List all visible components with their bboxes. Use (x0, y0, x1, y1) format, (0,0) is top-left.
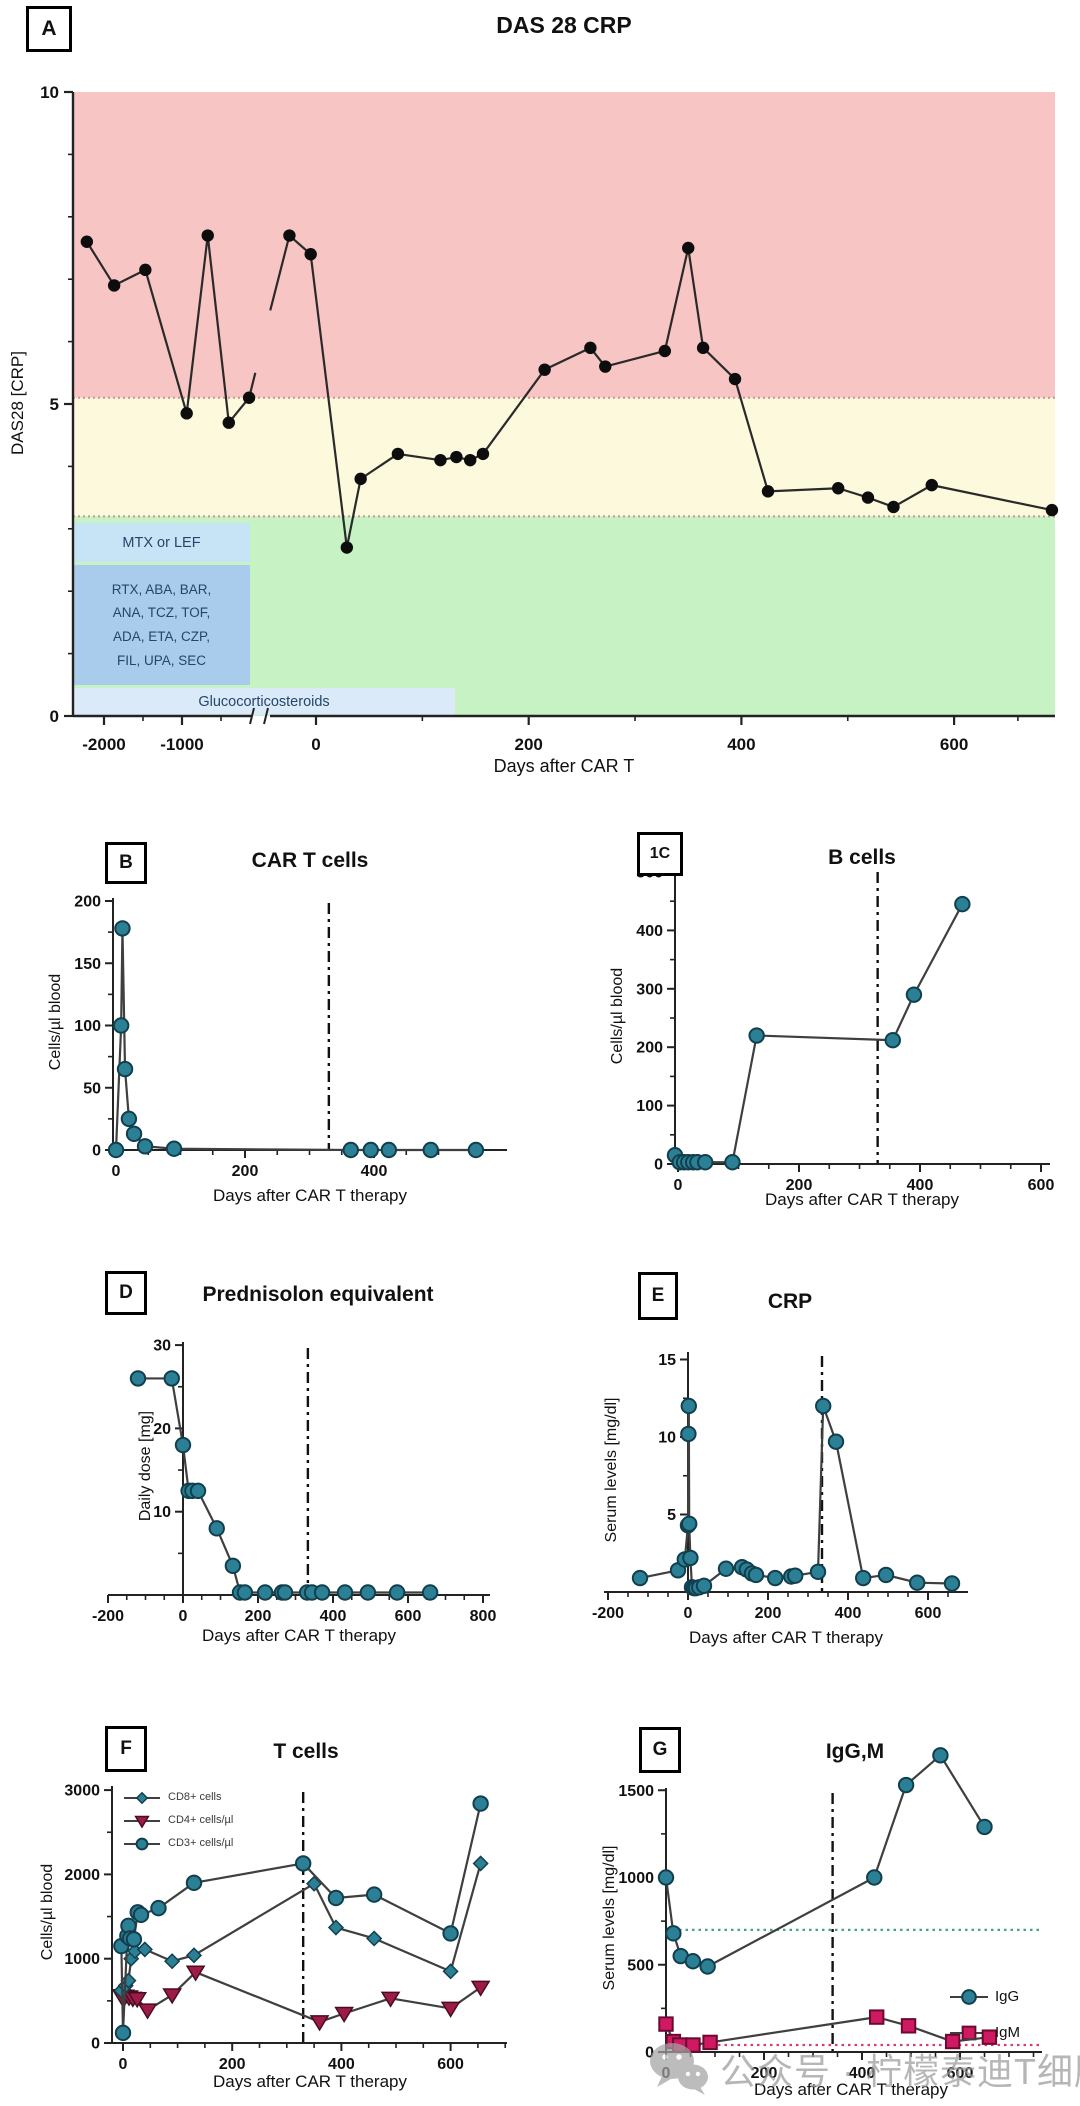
svg-text:400: 400 (320, 1608, 347, 1625)
panel-label-g: G (639, 1727, 681, 1773)
svg-text:800: 800 (470, 1608, 497, 1625)
y-axis-label-d: Daily dose [mg] (137, 1410, 154, 1522)
panel-label-b: B (105, 842, 147, 884)
y-axis-label-a: DAS28 [CRP] (8, 351, 27, 455)
svg-text:0: 0 (674, 1177, 683, 1194)
svg-text:0: 0 (119, 2056, 128, 2073)
panel-label-f: F (105, 1726, 147, 1772)
svg-text:600: 600 (915, 1605, 942, 1622)
treatment-box-glucocorticosteroids: Glucocorticosteroids (198, 693, 330, 710)
treatment-box-biologics: RTX, ABA, BAR, ANA, TCZ, TOF, ADA, ETA, … (111, 581, 212, 668)
svg-text:1000: 1000 (618, 1870, 654, 1887)
svg-text:400: 400 (636, 923, 663, 940)
svg-text:5: 5 (50, 395, 59, 414)
svg-text:200: 200 (755, 1605, 782, 1622)
x-axis-label-g: Days after CAR T therapy (753, 2080, 949, 2099)
legend-igm: IgM (995, 2024, 1021, 2041)
svg-text:400: 400 (907, 1177, 934, 1194)
y-axis-label-e: Serum levels [mg/dl] (603, 1397, 620, 1543)
x-axis-label-e: Days after CAR T therapy (688, 1628, 884, 1647)
svg-text:10: 10 (153, 1504, 171, 1521)
legend-igg: IgG (995, 1988, 1020, 2005)
svg-text:0: 0 (112, 1163, 121, 1180)
panel-label-a: A (26, 6, 72, 52)
svg-text:15: 15 (658, 1352, 676, 1369)
svg-text:600: 600 (1028, 1177, 1055, 1194)
chart-title-t-cells: T cells (273, 1740, 339, 1763)
legend-cd4-cells: CD4+ cells/µl (168, 1814, 234, 1826)
x-axis-label-d: Days after CAR T therapy (201, 1626, 397, 1645)
svg-text:400: 400 (727, 735, 755, 754)
wechat-icon (650, 2043, 708, 2095)
svg-text:10: 10 (40, 83, 59, 102)
svg-text:600: 600 (947, 2065, 974, 2082)
panel-label-1c: 1C (637, 832, 683, 876)
svg-text:600: 600 (395, 1608, 422, 1625)
svg-text:30: 30 (153, 1338, 171, 1355)
svg-text:400: 400 (835, 1605, 862, 1622)
svg-text:50: 50 (83, 1080, 101, 1097)
svg-text:0: 0 (645, 2045, 654, 2062)
x-axis-label-1c: Days after CAR T therapy (764, 1190, 960, 1209)
svg-text:3000: 3000 (64, 1783, 100, 1800)
svg-text:0: 0 (91, 2036, 100, 2053)
svg-text:10: 10 (658, 1430, 676, 1447)
svg-text:1500: 1500 (618, 1783, 654, 1800)
svg-text:600: 600 (940, 735, 968, 754)
svg-text:400: 400 (361, 1163, 388, 1180)
svg-text:200: 200 (232, 1163, 259, 1180)
svg-text:200: 200 (245, 1608, 272, 1625)
legend-cd8-cells: CD8+ cells (168, 1791, 222, 1803)
svg-text:500: 500 (627, 1957, 654, 1974)
chart-title-car-t-cells: CAR T cells (251, 849, 369, 872)
x-axis-label-f: Days after CAR T therapy (212, 2072, 408, 2091)
svg-text:-200: -200 (92, 1608, 124, 1625)
svg-text:0: 0 (50, 707, 59, 726)
chart-title-das28: DAS 28 CRP (496, 12, 632, 38)
y-axis-label-1c: Cells/µl blood (609, 967, 626, 1065)
svg-text:100: 100 (636, 1098, 663, 1115)
svg-text:0: 0 (311, 735, 320, 754)
watermark: 公众号 · 柠檬泰迪T细胞 (648, 2040, 1080, 2098)
svg-text:600: 600 (437, 2056, 464, 2073)
svg-text:-1000: -1000 (160, 735, 203, 754)
svg-text:5: 5 (667, 1507, 676, 1524)
legend-cd3-cells: CD3+ cells/µl (168, 1837, 234, 1849)
svg-text:0: 0 (92, 1143, 101, 1160)
svg-text:-2000: -2000 (82, 735, 125, 754)
svg-text:400: 400 (328, 2056, 355, 2073)
svg-text:0: 0 (684, 1605, 693, 1622)
panel-label-d: D (105, 1271, 147, 1315)
treatment-box-mtx-lef: MTX or LEF (122, 534, 201, 551)
svg-text:200: 200 (515, 735, 543, 754)
svg-text:200: 200 (636, 1040, 663, 1057)
svg-text:200: 200 (751, 2065, 778, 2082)
panel-label-e: E (638, 1272, 678, 1320)
x-axis-label-a: Days after CAR T (493, 756, 635, 776)
svg-text:400: 400 (849, 2065, 876, 2082)
svg-text:2000: 2000 (64, 1867, 100, 1884)
chart-title-igg-m: IgG,M (825, 1740, 885, 1763)
y-axis-label-f: Cells/µl blood (39, 1863, 56, 1961)
svg-text:100: 100 (74, 1018, 101, 1035)
svg-text:200: 200 (786, 1177, 813, 1194)
chart-title-crp: CRP (767, 1290, 813, 1313)
chart-title-prednisolon: Prednisolon equivalent (202, 1283, 434, 1306)
y-axis-label-b: Cells/µl blood (47, 973, 64, 1071)
chart-title-b-cells: B cells (828, 846, 896, 869)
svg-text:200: 200 (74, 894, 101, 911)
svg-text:150: 150 (74, 956, 101, 973)
y-axis-label-g: Serum levels [mg/dl] (601, 1845, 618, 1991)
svg-text:200: 200 (219, 2056, 246, 2073)
svg-text:-200: -200 (592, 1605, 624, 1622)
svg-text:0: 0 (179, 1608, 188, 1625)
x-axis-label-b: Days after CAR T therapy (212, 1186, 408, 1205)
svg-text:1000: 1000 (64, 1951, 100, 1968)
watermark-text: 公众号 · 柠檬泰迪T细胞 (720, 2051, 1080, 2092)
svg-text:20: 20 (153, 1421, 171, 1438)
svg-text:300: 300 (636, 981, 663, 998)
svg-text:0: 0 (654, 1157, 663, 1174)
